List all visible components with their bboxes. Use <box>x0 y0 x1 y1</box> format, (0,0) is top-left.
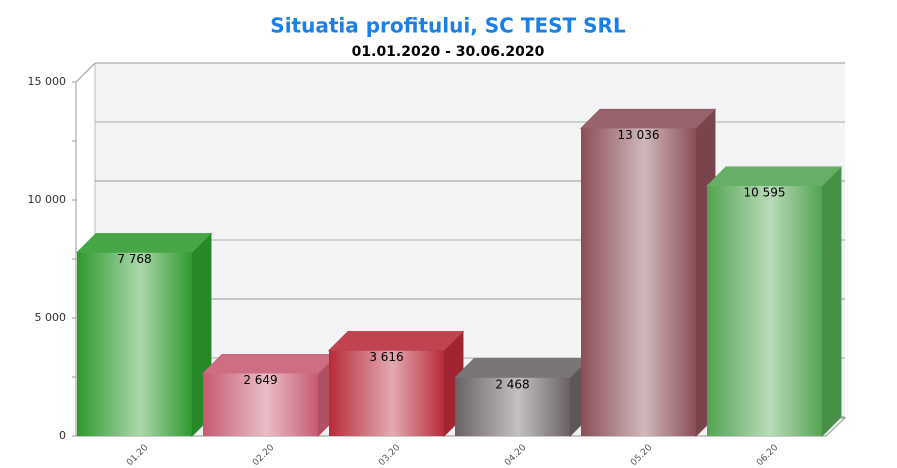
y-tick-label: 5 000 <box>35 311 67 324</box>
y-tick-label: 0 <box>59 429 66 442</box>
value-label: 2 468 <box>495 377 529 391</box>
x-tick-label: 05.20 <box>629 443 654 468</box>
bar-shine <box>329 350 444 436</box>
bar-top-light <box>707 166 841 186</box>
x-tick-label: 03.20 <box>377 443 402 468</box>
x-tick-label: 02.20 <box>251 443 276 468</box>
value-label: 7 768 <box>117 252 151 266</box>
x-tick-label: 01.20 <box>125 443 150 468</box>
chart-subtitle: 01.01.2020 - 30.06.2020 <box>352 44 545 60</box>
value-label: 13 036 <box>618 128 660 142</box>
value-label: 3 616 <box>369 350 403 364</box>
chart-title: Situatia profitului, SC TEST SRL <box>270 14 626 38</box>
y-tick-label: 15 000 <box>28 75 67 88</box>
bar-top-light <box>77 233 211 253</box>
bar-shine <box>203 373 318 436</box>
value-label: 2 649 <box>243 373 277 387</box>
bar-shine <box>581 128 696 436</box>
x-tick-label: 06.20 <box>755 443 780 468</box>
bar-top-light <box>203 354 337 374</box>
bar-top-light <box>581 109 715 129</box>
axis-edge <box>75 62 96 83</box>
y-tick-label: 10 000 <box>28 193 67 206</box>
bar-top-light <box>455 358 589 378</box>
bar-shine <box>707 185 822 436</box>
value-label: 10 595 <box>744 185 786 199</box>
bar-shine <box>455 377 570 436</box>
bar-side-shade <box>822 166 841 436</box>
bar-top-light <box>329 331 463 351</box>
bar-shine <box>77 252 192 436</box>
x-tick-label: 04.20 <box>503 443 528 468</box>
